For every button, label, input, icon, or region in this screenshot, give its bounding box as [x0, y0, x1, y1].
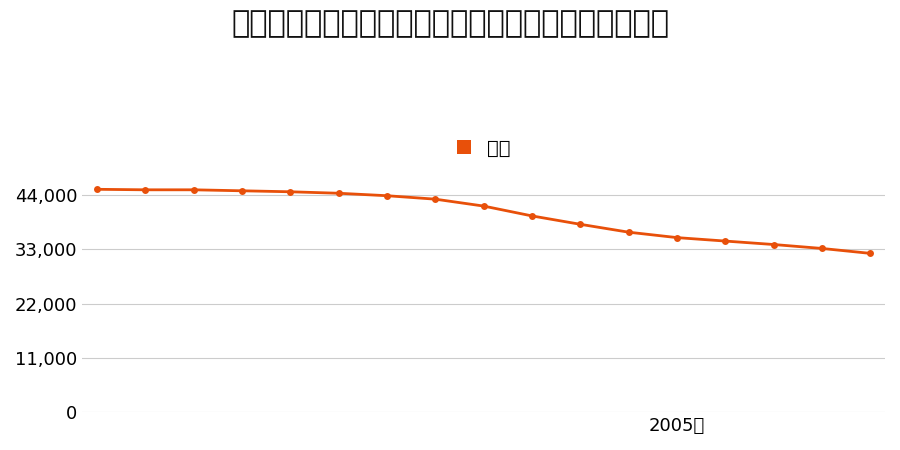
価格	[671, 235, 682, 240]
価格	[285, 189, 296, 194]
価格	[382, 193, 392, 198]
Text: 長野県東筑摩郡波田町字南原１４０３番５の地価推移: 長野県東筑摩郡波田町字南原１４０３番５の地価推移	[231, 9, 669, 38]
価格	[720, 238, 731, 244]
価格	[333, 190, 344, 196]
価格	[526, 213, 537, 219]
価格	[478, 203, 489, 209]
Line: 価格: 価格	[94, 186, 874, 257]
価格	[237, 188, 248, 194]
価格	[624, 230, 634, 235]
価格	[140, 187, 150, 193]
価格	[769, 242, 779, 247]
価格	[865, 251, 876, 256]
価格	[816, 246, 827, 251]
価格	[430, 197, 441, 202]
価格	[188, 187, 199, 193]
価格	[92, 187, 103, 192]
Legend: 価格: 価格	[448, 131, 518, 166]
価格	[575, 221, 586, 227]
